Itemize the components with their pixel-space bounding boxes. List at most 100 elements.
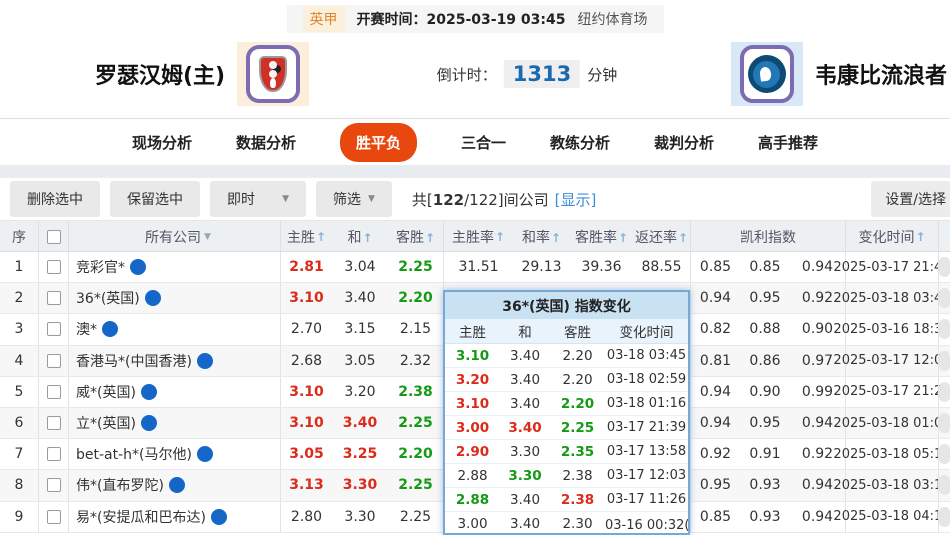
row-edge-button[interactable] bbox=[938, 439, 950, 470]
odds-draw[interactable]: 3.04 bbox=[344, 259, 376, 276]
tab-expert-picks[interactable]: 高手推荐 bbox=[758, 133, 819, 152]
sort-asc-icon: ↑ bbox=[494, 230, 506, 244]
select-all-checkbox[interactable] bbox=[46, 230, 61, 244]
col-away-odds[interactable]: 客胜↑ bbox=[388, 227, 443, 247]
row-checkbox[interactable] bbox=[46, 478, 61, 493]
kelly-home: 0.81 bbox=[690, 345, 740, 376]
edge-button-stub bbox=[939, 444, 950, 465]
company-name: 立*(英国) bbox=[76, 416, 136, 433]
odds-away[interactable]: 2.25 bbox=[398, 477, 433, 494]
company-name: 澳* bbox=[76, 322, 97, 339]
row-edge-button[interactable] bbox=[938, 314, 950, 345]
odds-change-popup: 36*(英国) 指数变化 主胜 和 客胜 变化时间 3.10 3.40 2.20… bbox=[443, 290, 690, 535]
col-home-rate[interactable]: 主胜率 ↑ bbox=[443, 221, 513, 253]
tab-win-draw-lose[interactable]: 胜平负 bbox=[339, 122, 417, 162]
odds-draw[interactable]: 3.15 bbox=[344, 321, 376, 338]
odds-draw[interactable]: 3.40 bbox=[344, 290, 376, 307]
row-edge-button[interactable] bbox=[938, 407, 950, 439]
row-edge-button[interactable] bbox=[938, 283, 950, 314]
settings-select-button[interactable]: 设置/选择 bbox=[871, 181, 950, 217]
company-cell[interactable]: 伟*(直布罗陀) bbox=[68, 470, 280, 501]
row-checkbox[interactable] bbox=[46, 447, 61, 462]
popup-odds-draw: 3.40 bbox=[509, 515, 541, 532]
kelly-draw: 0.88 bbox=[749, 321, 781, 338]
odds-home[interactable]: 3.10 bbox=[280, 376, 332, 407]
popup-odds-draw: 3.40 bbox=[509, 371, 541, 388]
kelly-away: 0.94 bbox=[801, 477, 834, 494]
tab-referee-analysis[interactable]: 裁判分析 bbox=[654, 133, 715, 152]
analysis-tabs: 现场分析 数据分析 胜平负 三合一 教练分析 裁判分析 高手推荐 bbox=[0, 118, 950, 165]
company-name: bet-at-h*(马尔他) bbox=[76, 447, 192, 464]
odds-draw[interactable]: 3.05 bbox=[344, 352, 376, 369]
odds-draw[interactable]: 3.20 bbox=[344, 383, 376, 400]
row-checkbox[interactable] bbox=[46, 291, 61, 306]
company-cell[interactable]: 香港马*(中国香港) bbox=[68, 345, 280, 376]
odds-draw[interactable]: 3.25 bbox=[342, 446, 378, 463]
odds-away[interactable]: 2.38 bbox=[398, 383, 433, 400]
row-checkbox[interactable] bbox=[46, 260, 61, 275]
kelly-away: 0.99 bbox=[801, 383, 834, 400]
odds-away[interactable]: 2.25 bbox=[398, 259, 433, 276]
row-edge-button[interactable] bbox=[938, 470, 950, 501]
popup-odds-away: 2.20 bbox=[562, 347, 593, 364]
row-edge-button[interactable] bbox=[938, 252, 950, 283]
keep-selected-button[interactable]: 保留选中 bbox=[110, 181, 200, 217]
row-checkbox[interactable] bbox=[46, 509, 61, 524]
home-badge-icon bbox=[130, 259, 146, 276]
odds-home[interactable]: 3.10 bbox=[280, 407, 332, 439]
row-checkbox-cell bbox=[38, 345, 68, 376]
time-mode-dropdown[interactable]: 即时 ▼ bbox=[210, 181, 306, 217]
col-company[interactable]: 所有公司 ▼ bbox=[68, 221, 280, 253]
odds-away[interactable]: 2.15 bbox=[399, 321, 432, 338]
odds-away[interactable]: 2.25 bbox=[399, 508, 432, 525]
col-draw-label: 和 bbox=[347, 230, 362, 246]
col-home-odds[interactable]: 主胜 ↑ bbox=[280, 221, 332, 253]
company-cell[interactable]: 易*(安提瓜和巴布达) bbox=[68, 501, 280, 532]
odds-away[interactable]: 2.20 bbox=[398, 446, 433, 463]
odds-away[interactable]: 2.25 bbox=[398, 415, 433, 432]
delete-selected-button[interactable]: 删除选中 bbox=[10, 181, 100, 217]
row-checkbox[interactable] bbox=[46, 416, 61, 431]
odds-draw[interactable]: 3.40 bbox=[342, 415, 378, 432]
row-checkbox[interactable] bbox=[46, 322, 61, 337]
odds-home[interactable]: 2.81 bbox=[280, 252, 332, 283]
col-draw-rate[interactable]: 和率↑ bbox=[513, 227, 570, 247]
odds-draw[interactable]: 3.30 bbox=[344, 508, 376, 525]
chevron-down-icon: ▼ bbox=[204, 232, 211, 242]
tab-coach-analysis[interactable]: 教练分析 bbox=[550, 133, 611, 152]
col-return-rate[interactable]: 返还率↑ bbox=[633, 227, 690, 247]
odds-draw[interactable]: 3.30 bbox=[342, 477, 378, 494]
col-draw-odds[interactable]: 和↑ bbox=[332, 227, 388, 247]
company-cell[interactable]: 威*(英国) bbox=[68, 376, 280, 407]
company-cell[interactable]: 36*(英国) bbox=[68, 283, 280, 314]
company-cell[interactable]: 澳* bbox=[68, 314, 280, 345]
odds-away[interactable]: 2.20 bbox=[398, 290, 433, 307]
col-away-rate[interactable]: 客胜率↑ bbox=[570, 227, 633, 247]
row-edge-button[interactable] bbox=[938, 501, 950, 532]
odds-home[interactable]: 2.70 bbox=[280, 314, 332, 345]
popup-row: 3.00 3.40 2.25 03-17 21:39 bbox=[445, 416, 688, 440]
odds-home[interactable]: 3.13 bbox=[280, 470, 332, 501]
row-edge-button[interactable] bbox=[938, 345, 950, 376]
row-checkbox[interactable] bbox=[46, 384, 61, 399]
col-away-label: 客胜 bbox=[395, 230, 424, 246]
show-link[interactable]: [显示] bbox=[554, 190, 597, 209]
col-kelly: 凯利指数 bbox=[690, 221, 845, 253]
company-cell[interactable]: bet-at-h*(马尔他) bbox=[68, 439, 280, 470]
company-cell[interactable]: 竞彩官* bbox=[68, 252, 280, 283]
row-edge-button[interactable] bbox=[938, 376, 950, 407]
odds-home[interactable]: 3.10 bbox=[280, 283, 332, 314]
odds-home[interactable]: 2.68 bbox=[280, 345, 332, 376]
row-checkbox[interactable] bbox=[46, 353, 61, 368]
col-change-time[interactable]: 变化时间 ↑ bbox=[845, 221, 938, 253]
popup-odds-away: 2.20 bbox=[562, 371, 593, 388]
filter-dropdown[interactable]: 筛选 ▼ bbox=[316, 181, 392, 217]
odds-home[interactable]: 3.05 bbox=[280, 439, 332, 470]
tab-three-in-one[interactable]: 三合一 bbox=[460, 133, 506, 152]
odds-away[interactable]: 2.32 bbox=[399, 352, 432, 369]
tab-data-analysis[interactable]: 数据分析 bbox=[235, 133, 296, 152]
company-cell[interactable]: 立*(英国) bbox=[68, 407, 280, 439]
odds-home[interactable]: 2.80 bbox=[280, 501, 332, 532]
tab-live-analysis[interactable]: 现场分析 bbox=[131, 133, 192, 152]
sort-asc-icon: ↑ bbox=[677, 231, 689, 245]
